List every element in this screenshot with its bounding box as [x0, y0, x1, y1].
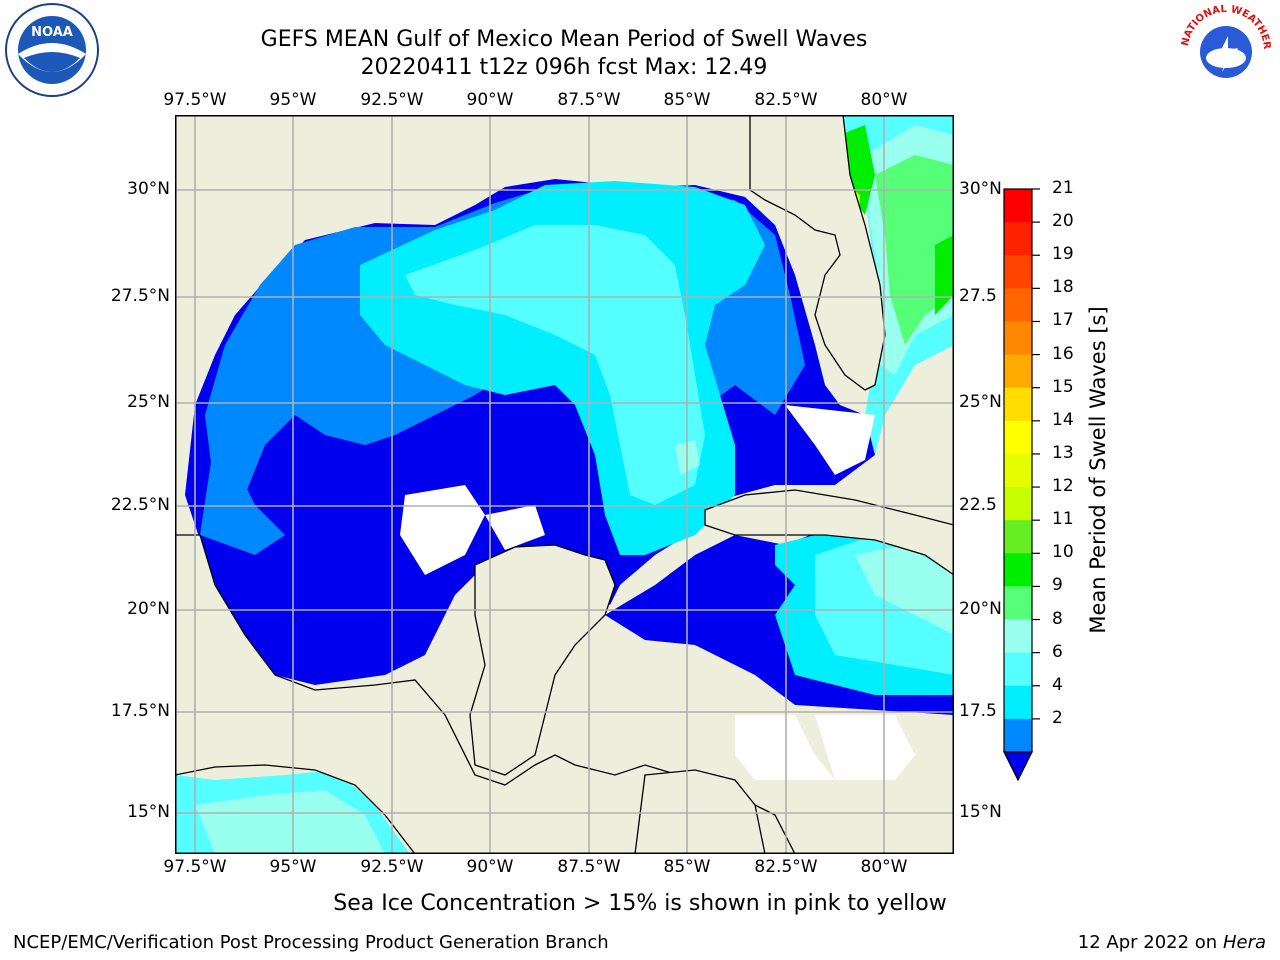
lon-label-top: 85°W	[663, 90, 711, 110]
map-title: GEFS MEAN Gulf of Mexico Mean Period of …	[260, 27, 868, 52]
lon-label-bottom: 95°W	[269, 857, 317, 877]
caribbean-water-8s	[855, 545, 954, 635]
nodata-area-4	[400, 485, 485, 575]
lat-label-left: 27.5°N	[110, 286, 170, 306]
colorbar-tick-label: 16	[1052, 343, 1074, 364]
colorbar-segment	[1004, 453, 1032, 488]
lon-label-bottom: 92.5°W	[360, 857, 424, 877]
noaa-logo-text: NOAA	[31, 25, 73, 40]
atlantic-water-11s	[840, 125, 954, 315]
florida-land	[749, 115, 886, 391]
nodata-area-1	[735, 715, 835, 780]
lon-label-top: 82.5°W	[754, 90, 818, 110]
colorbar-tick-label: 20	[1052, 211, 1074, 232]
map-panel	[175, 115, 954, 854]
lon-label-bottom: 85°W	[663, 857, 711, 877]
colorbar-tick-label: 12	[1052, 476, 1074, 497]
gulf-water-6s	[405, 225, 705, 505]
cuba-land	[704, 489, 954, 576]
map-subtitle: 20220411 t12z 096h fcst Max: 12.49	[360, 55, 768, 80]
yucatan-land	[469, 544, 616, 776]
lon-label-bottom: 87.5°W	[557, 857, 621, 877]
colorbar-extend-triangle	[1003, 751, 1033, 782]
colorbar-segment	[1004, 586, 1032, 621]
nws-logo: NATIONAL WEATHER SERVICE	[1178, 2, 1272, 96]
colorbar-tick-label: 4	[1052, 674, 1063, 695]
lat-label-right: 22.5	[959, 495, 997, 515]
colorbar-segment	[1004, 354, 1032, 389]
lat-label-left: 15°N	[127, 802, 170, 822]
colorbar-segment	[1004, 652, 1032, 687]
colorbar-segment	[1004, 189, 1032, 223]
lon-label-top: 87.5°W	[557, 90, 621, 110]
footer-host: Hera	[1222, 932, 1266, 953]
lon-label-top: 92.5°W	[360, 90, 424, 110]
nodata-area-5	[485, 505, 545, 550]
colorbar-segment	[1004, 255, 1032, 289]
footer-right: 12 Apr 2022 on Hera	[1078, 932, 1266, 953]
lat-label-left: 20°N	[127, 599, 170, 619]
colorbar-tick-label: 14	[1052, 409, 1074, 430]
lon-label-top: 97.5°W	[163, 90, 227, 110]
lat-label-right: 20°N	[959, 599, 1002, 619]
colorbar-segment	[1004, 487, 1032, 521]
colorbar	[1003, 188, 1040, 782]
colorbar-tick-label: 11	[1052, 509, 1074, 530]
colorbar-segment	[1004, 553, 1032, 587]
colorbar-tick-label: 17	[1052, 310, 1074, 331]
nodata-area-3	[785, 405, 875, 475]
colorbar-segment	[1004, 288, 1032, 322]
lon-label-bottom: 80°W	[860, 857, 908, 877]
lon-label-top: 95°W	[269, 90, 317, 110]
colorbar-segment	[1004, 619, 1032, 654]
colorbar-tick-label: 18	[1052, 277, 1074, 298]
colorbar-tick-marks	[1032, 188, 1040, 720]
lat-label-left: 25°N	[127, 392, 170, 412]
colorbar-tick-label: 15	[1052, 376, 1074, 397]
footer-left: NCEP/EMC/Verification Post Processing Pr…	[13, 932, 609, 953]
nodata-area-2	[815, 715, 915, 780]
lat-lon-grid	[175, 115, 954, 854]
colorbar-tick-label: 9	[1052, 575, 1063, 596]
colorbar-segment	[1004, 685, 1032, 720]
colorbar-frame	[1003, 188, 1033, 753]
lat-label-left: 30°N	[127, 179, 170, 199]
lat-label-left: 22.5°N	[110, 495, 170, 515]
lon-label-top: 90°W	[466, 90, 514, 110]
colorbar-segment	[1004, 321, 1032, 356]
colorbar-tick-label: 21	[1052, 178, 1074, 198]
colorbar-tick-label: 6	[1052, 641, 1063, 662]
pacific-water-8s	[195, 790, 385, 854]
colorbar-segment	[1004, 420, 1032, 455]
colorbar-segment	[1004, 718, 1032, 753]
colorbar-tick-label: 10	[1052, 542, 1074, 563]
colorbar-segment	[1004, 520, 1032, 554]
lat-label-left: 17.5°N	[110, 701, 170, 721]
mexico-south-land	[175, 534, 796, 854]
lat-label-right: 27.5	[959, 286, 997, 306]
lat-label-right: 15°N	[959, 802, 1002, 822]
lon-label-top: 80°W	[860, 90, 908, 110]
honduras-land	[634, 769, 766, 854]
colorbar-tick-label: 2	[1052, 707, 1063, 728]
colorbar-tick-labels: 21 20 19 18 17 16 15 14 13 12 11 10 9 8 6 4 2	[1052, 178, 1092, 786]
lon-label-bottom: 97.5°W	[163, 857, 227, 877]
footer-date: 12 Apr 2022 on	[1077, 932, 1223, 953]
colorbar-segment	[1004, 387, 1032, 422]
lat-label-right: 30°N	[959, 179, 1002, 199]
gulf-water-2s-west	[200, 335, 285, 555]
colorbar-tick-label: 13	[1052, 442, 1074, 463]
sea-ice-note: Sea Ice Concentration > 15% is shown in …	[333, 891, 947, 916]
colorbar-segments	[1004, 189, 1032, 753]
lat-label-right: 25°N	[959, 392, 1002, 412]
colorbar-tick-label: 19	[1052, 244, 1074, 265]
lon-label-bottom: 82.5°W	[754, 857, 818, 877]
map-frame	[175, 115, 954, 854]
colorbar-label: Mean Period of Swell Waves [s]	[1086, 306, 1110, 634]
colorbar-tick-label: 8	[1052, 608, 1063, 629]
noaa-logo: NOAA	[5, 3, 99, 97]
lon-label-bottom: 90°W	[466, 857, 514, 877]
lat-label-right: 17.5	[959, 701, 997, 721]
colorbar-segment	[1004, 222, 1032, 256]
